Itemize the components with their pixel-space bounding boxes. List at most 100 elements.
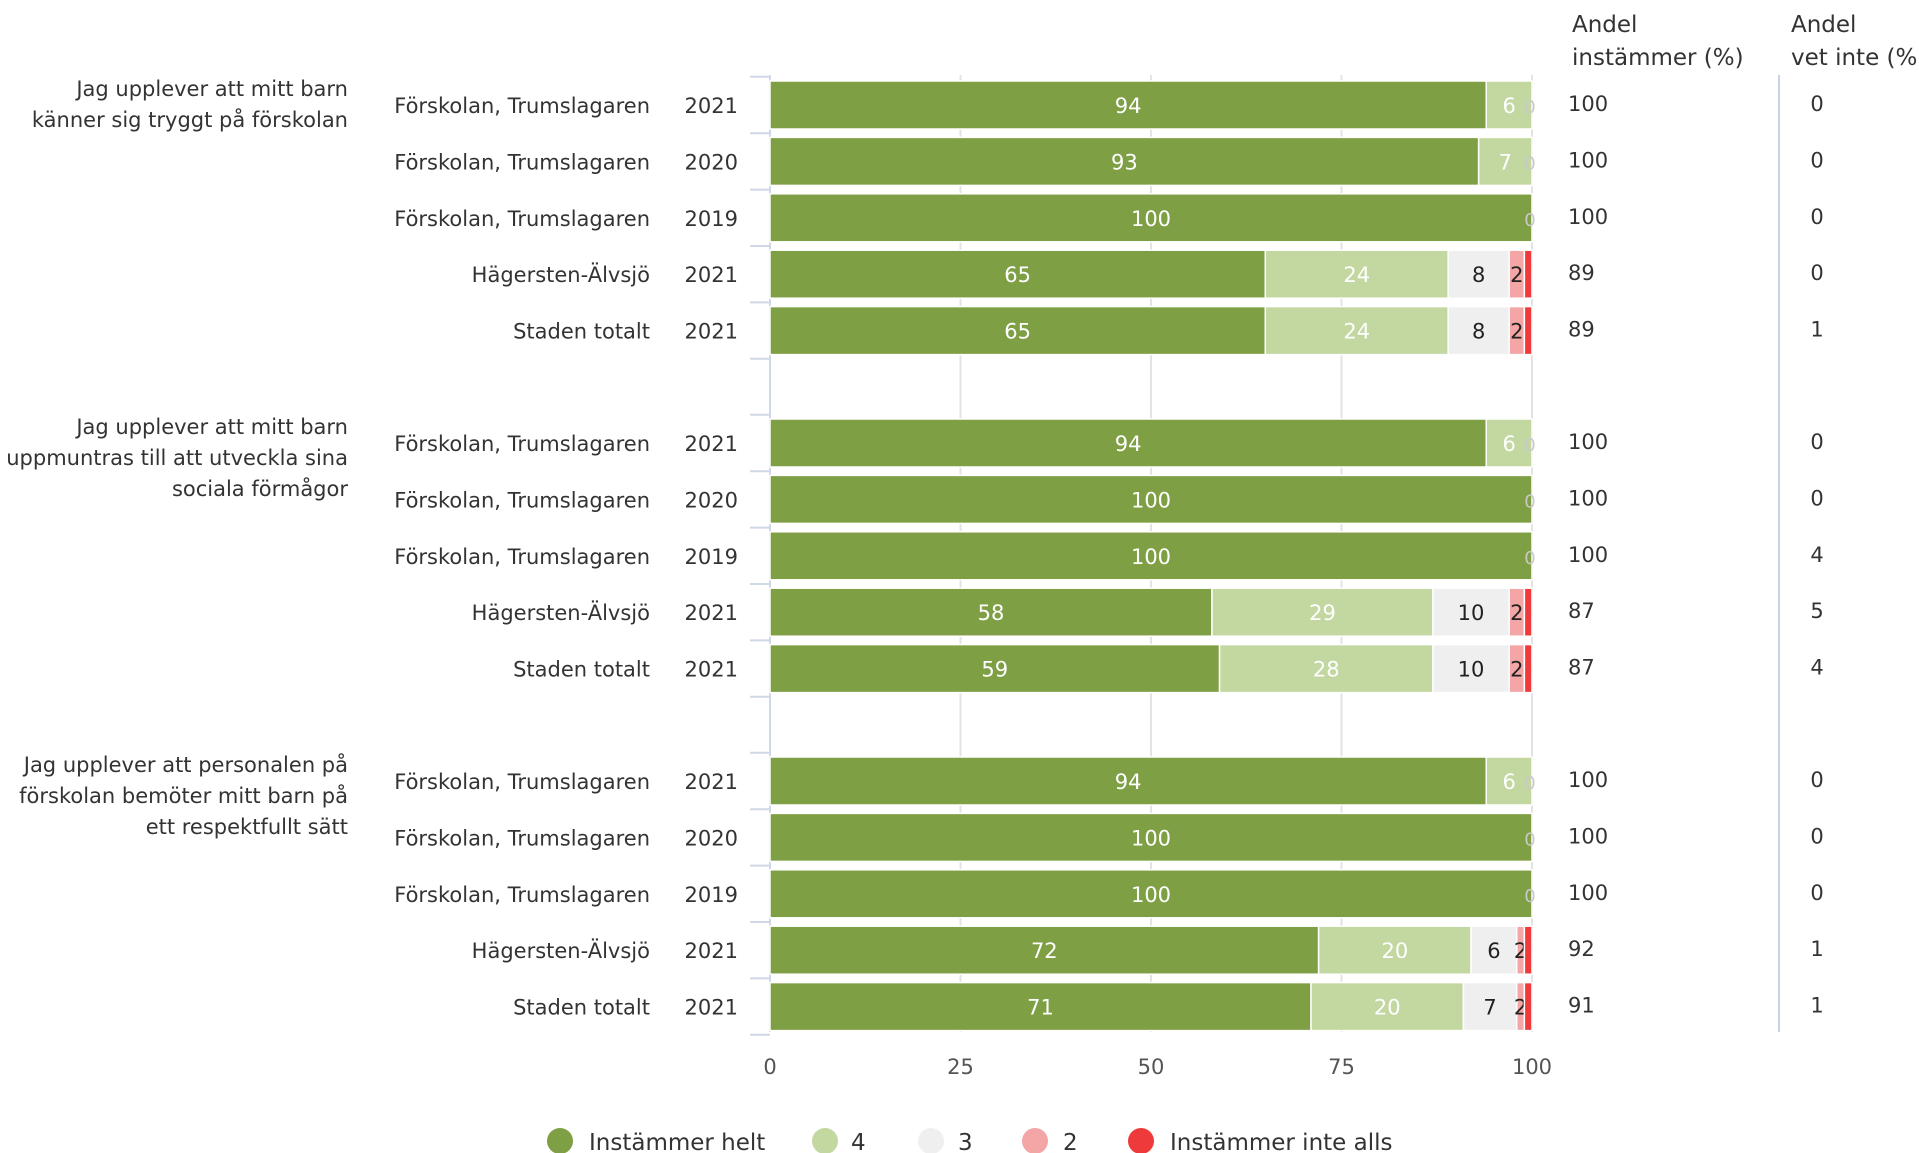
- andel-instammer-value: 89: [1568, 261, 1595, 285]
- bar-zero-label: 0: [1524, 491, 1535, 512]
- bar-segment-instämmer-helt: [769, 474, 1533, 525]
- row-year-label: 2021: [685, 996, 738, 1020]
- legend-swatch-2: [918, 1128, 944, 1153]
- andel-vet-inte-value: 0: [1810, 261, 1823, 285]
- question-label-line: förskolan bemöter mitt barn på: [19, 783, 348, 808]
- bar-segment-instämmer-helt: [769, 643, 1221, 694]
- bar-data-label: 59: [981, 658, 1008, 682]
- bar-zero-label: 0: [1524, 153, 1535, 174]
- x-tick-label-0: 0: [763, 1055, 776, 1079]
- bar-segment-3: [1432, 643, 1510, 694]
- row-year-label: 2020: [685, 150, 738, 174]
- header-andel-vet-inte-line2: vet inte (%): [1791, 45, 1919, 71]
- bar-data-label: 65: [1004, 320, 1031, 344]
- bar-segment-instämmer-helt: [769, 418, 1488, 468]
- question-label-line: sociala förmågor: [172, 476, 348, 501]
- row-year-label: 2020: [685, 488, 738, 512]
- bar-data-label: 8: [1472, 263, 1485, 287]
- bar-segment-4: [1485, 756, 1533, 806]
- andel-vet-inte-value: 1: [1810, 318, 1823, 342]
- row-unit-label: Förskolan, Trumslagaren: [394, 432, 650, 456]
- bar-data-label: 100: [1131, 826, 1171, 850]
- bar-segment-instämmer-inte-alls: [1523, 249, 1533, 299]
- andel-instammer-value: 100: [1568, 543, 1608, 567]
- bar-segment-instämmer-inte-alls: [1523, 587, 1533, 637]
- legend-label-0: Instämmer helt: [589, 1130, 765, 1153]
- legend-swatch-0: [547, 1128, 573, 1153]
- bar-segment-instämmer-inte-alls: [1523, 981, 1533, 1032]
- bar-data-label: 93: [1111, 150, 1138, 174]
- andel-vet-inte-value: 0: [1810, 92, 1823, 116]
- legend: Instämmer helt 4 3 2 Instämmer inte alls: [547, 1128, 1393, 1153]
- bar-zero-label: 0: [1524, 435, 1535, 456]
- bar-data-label: 2: [1510, 320, 1523, 344]
- andel-instammer-value: 87: [1568, 599, 1595, 623]
- bar-data-label: 71: [1027, 996, 1054, 1020]
- bar-segment-3: [1432, 587, 1510, 637]
- andel-vet-inte-value: 0: [1810, 205, 1823, 229]
- bar-zero-label: 0: [1524, 210, 1535, 231]
- bar-data-label: 94: [1115, 432, 1142, 456]
- row-year-label: 2021: [685, 320, 738, 344]
- bar-segment-instämmer-helt: [769, 136, 1480, 187]
- bar-zero-label: 0: [1524, 548, 1535, 569]
- bar-data-label: 7: [1499, 150, 1512, 174]
- bar-segment-instämmer-inte-alls: [1523, 925, 1533, 975]
- bar-data-label: 8: [1472, 320, 1485, 344]
- bar-data-label: 100: [1131, 545, 1171, 569]
- andel-vet-inte-value: 1: [1810, 994, 1823, 1018]
- x-tick-label-50: 50: [1138, 1055, 1165, 1079]
- bar-zero-label: 0: [1524, 97, 1535, 118]
- legend-swatch-1: [812, 1128, 838, 1153]
- bar-segment-4: [1317, 925, 1472, 975]
- bar-data-label: 100: [1131, 207, 1171, 231]
- bar-data-label: 20: [1374, 996, 1401, 1020]
- row-year-label: 2021: [685, 770, 738, 794]
- bar-data-label: 6: [1502, 432, 1515, 456]
- row-year-label: 2019: [685, 207, 738, 231]
- andel-vet-inte-value: 4: [1810, 656, 1823, 680]
- bar-segment-instämmer-helt: [769, 80, 1488, 130]
- andel-vet-inte-value: 0: [1810, 881, 1823, 905]
- andel-vet-inte-value: 0: [1810, 824, 1823, 848]
- bar-data-label: 2: [1510, 601, 1523, 625]
- x-tick-label-100: 100: [1512, 1055, 1552, 1079]
- row-year-label: 2020: [685, 826, 738, 850]
- row-unit-label: Förskolan, Trumslagaren: [394, 826, 650, 850]
- bar-zero-label: 0: [1524, 773, 1535, 794]
- row-unit-label: Förskolan, Trumslagaren: [394, 207, 650, 231]
- question-label-line: ett respektfullt sätt: [146, 815, 348, 839]
- andel-instammer-value: 100: [1568, 430, 1608, 454]
- bar-data-label: 10: [1458, 658, 1485, 682]
- row-unit-label: Hägersten-Älvsjö: [472, 600, 650, 625]
- bar-data-label: 58: [978, 601, 1005, 625]
- legend-swatch-4: [1128, 1128, 1154, 1153]
- andel-vet-inte-value: 0: [1810, 430, 1823, 454]
- row-year-label: 2021: [685, 601, 738, 625]
- bar-segment-4: [1485, 418, 1533, 468]
- bar-data-label: 20: [1381, 939, 1408, 963]
- row-unit-label: Förskolan, Trumslagaren: [394, 94, 650, 118]
- bar-data-label: 6: [1502, 770, 1515, 794]
- header-andel-instammer-line2: instämmer (%): [1572, 45, 1744, 71]
- bar-data-label: 2: [1510, 263, 1523, 287]
- bar-data-label: 65: [1004, 263, 1031, 287]
- andel-vet-inte-value: 0: [1810, 148, 1823, 172]
- bar-data-label: 94: [1115, 770, 1142, 794]
- bar-segment-instämmer-helt: [769, 925, 1320, 975]
- andel-instammer-value: 100: [1568, 486, 1608, 510]
- bar-data-label: 100: [1131, 883, 1171, 907]
- bar-segment-4: [1264, 305, 1449, 356]
- bar-segment-4: [1477, 136, 1533, 187]
- row-unit-label: Staden totalt: [513, 658, 650, 682]
- bar-data-label: 7: [1483, 996, 1496, 1020]
- row-year-label: 2019: [685, 883, 738, 907]
- row-year-label: 2019: [685, 545, 738, 569]
- bar-data-label: 72: [1031, 939, 1058, 963]
- bar-segment-instämmer-helt: [769, 249, 1267, 299]
- andel-instammer-value: 92: [1568, 937, 1595, 961]
- row-year-label: 2021: [685, 432, 738, 456]
- andel-instammer-value: 100: [1568, 881, 1608, 905]
- bar-segment-instämmer-inte-alls: [1523, 305, 1533, 356]
